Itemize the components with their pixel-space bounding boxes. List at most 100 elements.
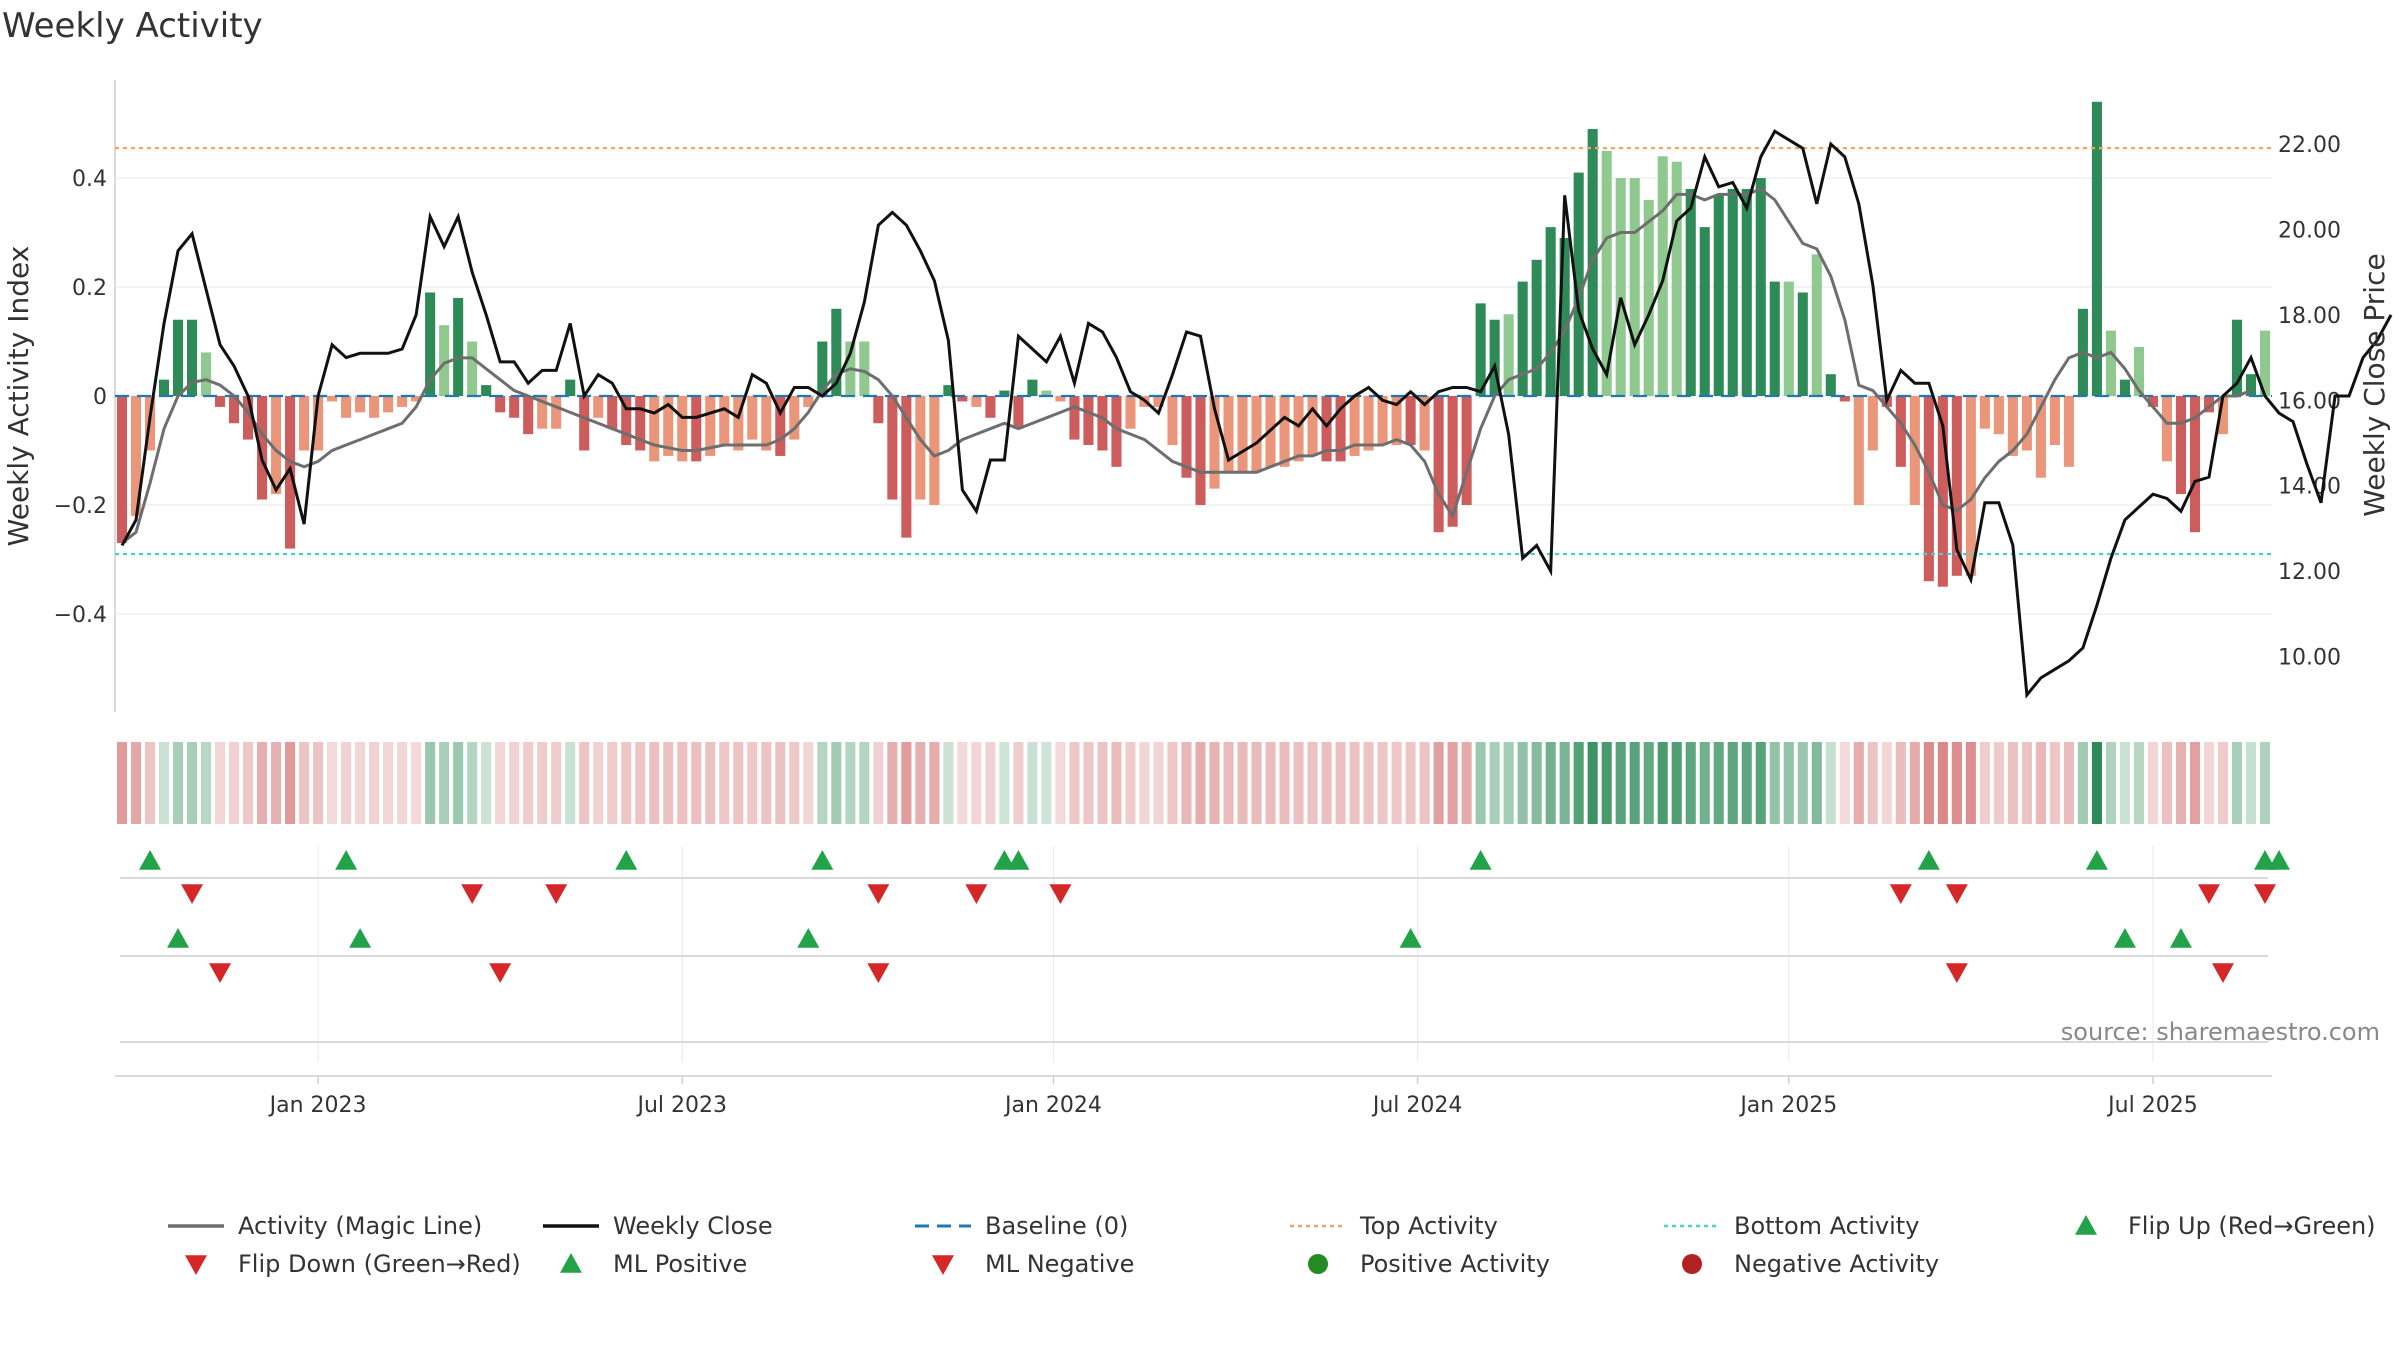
heat-strip-cell: [1797, 742, 1808, 824]
heat-strip-cell: [411, 742, 422, 824]
ml-negative-marker: [1945, 963, 1968, 983]
heat-strip-cell: [1769, 742, 1780, 824]
activity-bar: [831, 308, 842, 396]
activity-bar: [719, 396, 730, 446]
legend-triangle-up-icon: [2075, 1215, 2097, 1235]
heat-strip-cell: [593, 742, 604, 824]
y-tick-label: 0: [93, 385, 107, 410]
heat-strip-cell: [439, 742, 450, 824]
flip-down-marker: [2197, 884, 2220, 904]
heat-strip-cell: [1713, 742, 1724, 824]
heat-strip-cell: [1335, 742, 1346, 824]
activity-bar: [929, 396, 940, 505]
activity-bar: [579, 396, 590, 451]
activity-bar: [1489, 319, 1500, 396]
heat-strip-cell: [495, 742, 506, 824]
activity-bar: [747, 396, 758, 440]
legend-circle-icon: [1308, 1254, 1328, 1274]
x-tick-label: Jan 2025: [1738, 1093, 1837, 1118]
heat-strip-cell: [1013, 742, 1024, 824]
heat-strip-cell: [1559, 742, 1570, 824]
heat-strip-cell: [144, 742, 156, 824]
activity-bar: [257, 396, 268, 500]
heat-strip-cell: [1671, 742, 1682, 824]
heat-strip-cell: [2007, 742, 2018, 824]
activity-bar: [1797, 292, 1808, 396]
legend-label: Positive Activity: [1360, 1250, 1550, 1278]
heat-strip-cell: [1349, 742, 1360, 824]
heat-strip-cell: [1895, 742, 1906, 824]
heat-strip-cell: [1027, 742, 1038, 824]
x-tick-label: Jan 2024: [1003, 1093, 1102, 1118]
heat-strip-cell: [1265, 742, 1276, 824]
legend-label: Weekly Close: [613, 1212, 773, 1240]
heat-strip-cell: [551, 742, 562, 824]
magic-line-series: [121, 187, 2252, 545]
activity-bar: [200, 352, 212, 396]
heat-strip-cell: [2133, 742, 2144, 824]
activity-bar: [1027, 379, 1038, 396]
heat-strip-cell: [1643, 742, 1654, 824]
heat-strip-cell: [719, 742, 730, 824]
activity-bar: [2259, 330, 2271, 396]
heat-strip-cell: [1069, 742, 1080, 824]
heat-strip-cell: [1293, 742, 1304, 824]
y-tick-label: −0.4: [54, 603, 107, 628]
activity-bar: [1699, 227, 1710, 396]
heat-strip-cell: [929, 742, 940, 824]
heat-strip-cell: [130, 742, 142, 824]
activity-bar: [467, 341, 478, 396]
heat-strip-cell: [1825, 742, 1836, 824]
heat-strip-cell: [1979, 742, 1990, 824]
activity-bar: [1951, 396, 1962, 576]
heat-strip-cell: [1055, 742, 1066, 824]
activity-bar: [677, 396, 688, 462]
heat-strip-cell: [2035, 742, 2046, 824]
activity-bar: [985, 396, 996, 418]
activity-bar: [229, 396, 240, 424]
heat-strip-cell: [1041, 742, 1052, 824]
activity-bar: [1251, 396, 1262, 473]
activity-bar: [1195, 396, 1206, 505]
heat-strip-cell: [859, 742, 870, 824]
activity-bar: [2189, 396, 2201, 533]
heat-strip-cell: [1321, 742, 1332, 824]
activity-bar: [1349, 396, 1360, 456]
activity-bar: [2035, 396, 2046, 478]
heat-strip-cell: [607, 742, 618, 824]
activity-bar: [1363, 396, 1374, 451]
activity-bar: [313, 396, 324, 451]
heat-strip-cell: [873, 742, 884, 824]
activity-bar: [649, 396, 660, 462]
heat-strip-cell: [1223, 742, 1234, 824]
heat-strip-cell: [285, 742, 296, 824]
flip-up-marker: [335, 850, 358, 870]
y2-tick-label: 20.00: [2278, 218, 2341, 243]
activity-bar: [1727, 188, 1738, 396]
legend-label: Top Activity: [1359, 1212, 1498, 1240]
ml-positive-marker: [797, 928, 820, 948]
activity-bar: [2161, 396, 2172, 462]
activity-bar: [341, 396, 352, 418]
heat-strip-cell: [1755, 742, 1766, 824]
flip-down-marker: [2253, 884, 2276, 904]
activity-bar: [158, 379, 170, 396]
activity-bar: [1013, 396, 1024, 429]
heat-strip-cell: [775, 742, 786, 824]
activity-bar: [439, 325, 450, 396]
heat-strip-cell: [200, 742, 212, 824]
heat-strip-cell: [1153, 742, 1164, 824]
heat-strip-cell: [733, 742, 744, 824]
heat-strip-cell: [2217, 742, 2229, 824]
heat-strip-cell: [565, 742, 576, 824]
flip-up-marker: [139, 850, 162, 870]
heat-strip-cell: [1881, 742, 1892, 824]
y-axis-label: Weekly Activity Index: [2, 246, 35, 547]
heat-strip-cell: [1839, 742, 1850, 824]
activity-bar: [915, 396, 926, 500]
activity-bar: [1713, 194, 1724, 396]
legend-label: Flip Up (Red→Green): [2128, 1212, 2376, 1240]
activity-bar: [1433, 396, 1444, 533]
heat-strip-cell: [915, 742, 926, 824]
flip-down-marker: [1889, 884, 1912, 904]
